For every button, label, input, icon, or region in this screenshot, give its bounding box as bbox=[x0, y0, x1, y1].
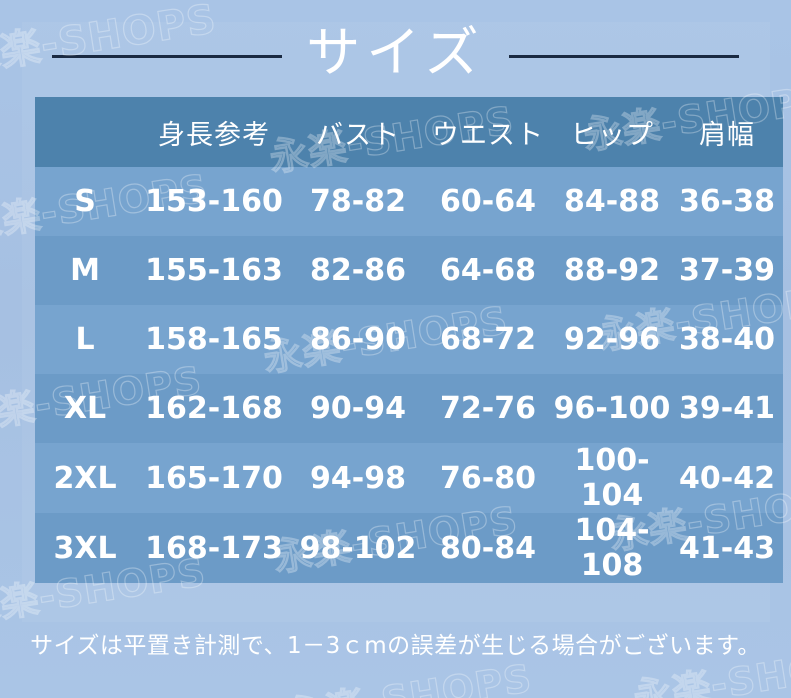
table-row: XL 162-168 90-94 72-76 96-100 39-41 bbox=[35, 374, 783, 443]
cell-hip: 104-108 bbox=[553, 513, 671, 583]
cell-waist: 64-68 bbox=[423, 236, 553, 305]
column-header-size bbox=[35, 97, 135, 167]
cell-hip: 88-92 bbox=[553, 236, 671, 305]
cell-shoulder: 41-43 bbox=[671, 513, 783, 583]
cell-size: XL bbox=[35, 374, 135, 443]
cell-size: 2XL bbox=[35, 443, 135, 513]
cell-size: 3XL bbox=[35, 513, 135, 583]
cell-height: 153-160 bbox=[135, 167, 293, 236]
column-header-hip: ヒップ bbox=[553, 97, 671, 167]
page-title: サイズ bbox=[306, 21, 485, 84]
cell-hip: 92-96 bbox=[553, 305, 671, 374]
cell-bust: 90-94 bbox=[293, 374, 423, 443]
cell-shoulder: 38-40 bbox=[671, 305, 783, 374]
cell-bust: 82-86 bbox=[293, 236, 423, 305]
cell-height: 168-173 bbox=[135, 513, 293, 583]
cell-shoulder: 37-39 bbox=[671, 236, 783, 305]
column-header-shoulder: 肩幅 bbox=[671, 97, 783, 167]
title-rule-left bbox=[52, 54, 283, 58]
cell-bust: 94-98 bbox=[293, 443, 423, 513]
cell-waist: 72-76 bbox=[423, 374, 553, 443]
column-header-bust: バスト bbox=[293, 97, 423, 167]
cell-shoulder: 40-42 bbox=[671, 443, 783, 513]
cell-waist: 68-72 bbox=[423, 305, 553, 374]
column-header-waist: ウエスト bbox=[423, 97, 553, 167]
title-row: サイズ bbox=[0, 18, 791, 94]
size-table: 身長参考 バスト ウエスト ヒップ 肩幅 S 153-160 78-82 60-… bbox=[35, 97, 783, 583]
cell-bust: 78-82 bbox=[293, 167, 423, 236]
table-row: M 155-163 82-86 64-68 88-92 37-39 bbox=[35, 236, 783, 305]
cell-bust: 86-90 bbox=[293, 305, 423, 374]
column-header-height: 身長参考 bbox=[135, 97, 293, 167]
cell-height: 162-168 bbox=[135, 374, 293, 443]
cell-hip: 100-104 bbox=[553, 443, 671, 513]
cell-hip: 96-100 bbox=[553, 374, 671, 443]
measurement-disclaimer: サイズは平置き計測で、1－3ｃmの誤差が生じる場合がございます。 bbox=[30, 633, 761, 659]
title-rule-right bbox=[508, 54, 739, 58]
cell-size: S bbox=[35, 167, 135, 236]
cell-size: L bbox=[35, 305, 135, 374]
cell-shoulder: 36-38 bbox=[671, 167, 783, 236]
cell-waist: 76-80 bbox=[423, 443, 553, 513]
table-row: 2XL 165-170 94-98 76-80 100-104 40-42 bbox=[35, 443, 783, 513]
cell-bust: 98-102 bbox=[293, 513, 423, 583]
cell-waist: 60-64 bbox=[423, 167, 553, 236]
cell-height: 155-163 bbox=[135, 236, 293, 305]
cell-height: 158-165 bbox=[135, 305, 293, 374]
table-row: L 158-165 86-90 68-72 92-96 38-40 bbox=[35, 305, 783, 374]
cell-shoulder: 39-41 bbox=[671, 374, 783, 443]
table-header-row: 身長参考 バスト ウエスト ヒップ 肩幅 bbox=[35, 97, 783, 167]
cell-hip: 84-88 bbox=[553, 167, 671, 236]
cell-size: M bbox=[35, 236, 135, 305]
table-row: S 153-160 78-82 60-64 84-88 36-38 bbox=[35, 167, 783, 236]
table-row: 3XL 168-173 98-102 80-84 104-108 41-43 bbox=[35, 513, 783, 583]
cell-waist: 80-84 bbox=[423, 513, 553, 583]
cell-height: 165-170 bbox=[135, 443, 293, 513]
